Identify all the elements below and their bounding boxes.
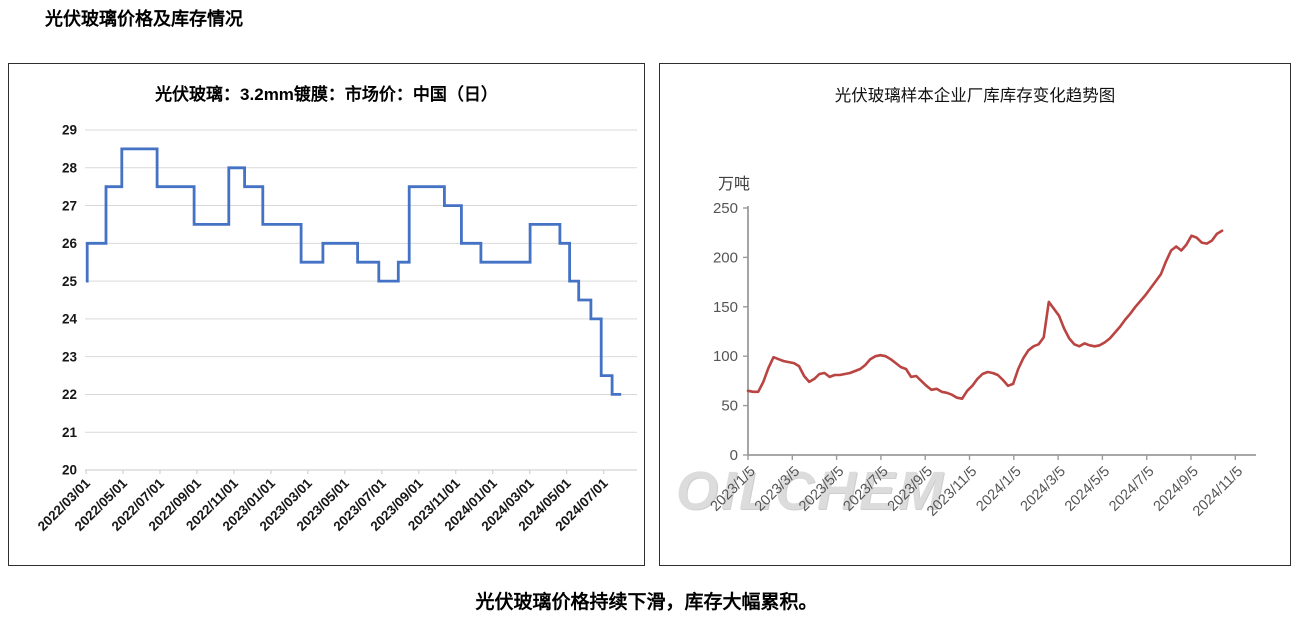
y-tick-label: 50: [721, 398, 738, 415]
x-tick-label: 2024/5/5: [1062, 464, 1113, 515]
y-tick-label: 28: [62, 160, 78, 175]
y-axis-unit-label: 万吨: [718, 176, 751, 193]
inventory-series-line: [746, 229, 1224, 400]
x-tick-label: 2023/7/5: [840, 464, 891, 515]
price-chart-panel: 光伏玻璃：3.2mm镀膜：市场价：中国（日） 20 21 22 23 24 25 26 27 2…: [8, 63, 645, 566]
y-tick-label: 20: [62, 463, 77, 478]
x-tick-label: 2024/3/5: [1018, 464, 1069, 515]
y-tick-label: 29: [62, 123, 77, 138]
price-step-chart: 202122232425262728292022/03/012022/05/01…: [35, 123, 637, 534]
y-tick-label: 150: [713, 299, 738, 316]
x-tick-label: 2023/3/5: [752, 464, 803, 515]
x-tick-label: 2024/1/5: [973, 464, 1024, 515]
y-tick-label: 25: [62, 274, 78, 289]
y-tick-label: 22: [62, 387, 77, 402]
y-tick-label: 21: [62, 425, 78, 440]
price-series-line: [85, 147, 622, 396]
page-title: 光伏玻璃价格及库存情况: [45, 9, 243, 29]
y-tick-label: 0: [730, 447, 738, 464]
y-tick-label: 200: [713, 249, 738, 266]
y-tick-label: 23: [62, 349, 78, 364]
inventory-chart-panel: 光伏玻璃样本企业厂库库存变化趋势图 万吨 OILCHEM 0 50 100 150 20…: [659, 63, 1291, 566]
y-tick-label: 27: [62, 198, 77, 213]
oilchem-watermark: OILCHEM: [676, 461, 946, 521]
x-tick-label: 2023/1/5: [708, 464, 759, 515]
y-tick-label: 250: [713, 200, 738, 217]
y-tick-label: 24: [62, 312, 78, 327]
y-tick-label: 100: [713, 348, 738, 365]
x-tick-label: 2024/7/5: [1106, 464, 1157, 515]
bottom-caption: 光伏玻璃价格持续下滑，库存大幅累积。: [475, 592, 818, 613]
x-tick-label: 2023/5/5: [796, 464, 847, 515]
price-chart-title: 光伏玻璃：3.2mm镀膜：市场价：中国（日）: [155, 85, 498, 104]
inventory-line-chart: 0501001502002502023/1/52023/3/52023/5/52…: [708, 200, 1256, 520]
y-tick-label: 26: [62, 236, 78, 251]
inventory-chart-title: 光伏玻璃样本企业厂库库存变化趋势图: [834, 87, 1116, 105]
